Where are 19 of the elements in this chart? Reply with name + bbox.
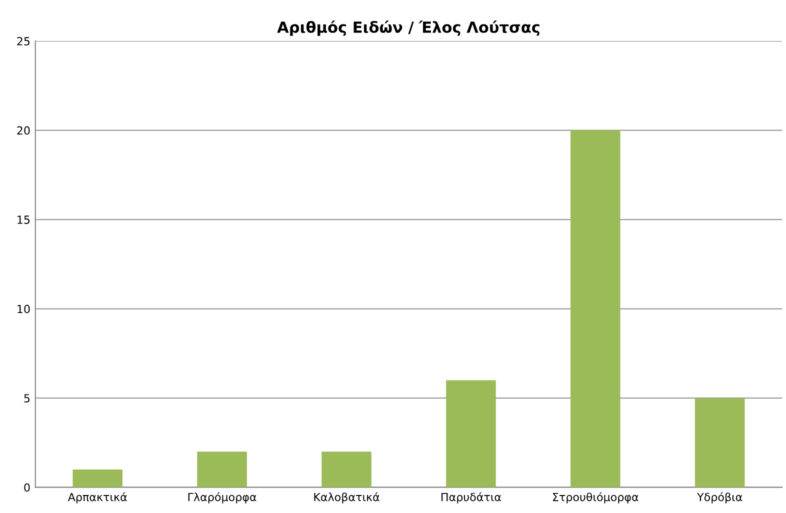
x-tick-label: Καλοβατικά [314,492,380,504]
bar [197,452,247,488]
x-tick-label: Αρπακτικά [68,492,127,504]
x-tick-label: Γλαρόμορφα [188,492,256,504]
bar [72,470,122,488]
y-tick-label: 0 [24,483,30,492]
y-tick-label: 15 [18,216,30,224]
x-tick-label: Στρουθιόμορφα [553,492,638,504]
y-tick-label: 10 [18,304,30,314]
y-tick-label: 25 [17,37,30,46]
bar [694,398,745,488]
bar [570,130,620,488]
x-tick-label: Παρυδάτια [442,492,501,504]
y-tick-label: 5 [24,394,30,402]
bar [446,380,496,488]
y-tick-label: 20 [17,126,30,135]
bar [322,452,372,488]
chart-title: Αριθμός Ειδών / Έλος Λούτσας [277,20,540,36]
x-tick-label: Υδρόβια [697,492,742,504]
